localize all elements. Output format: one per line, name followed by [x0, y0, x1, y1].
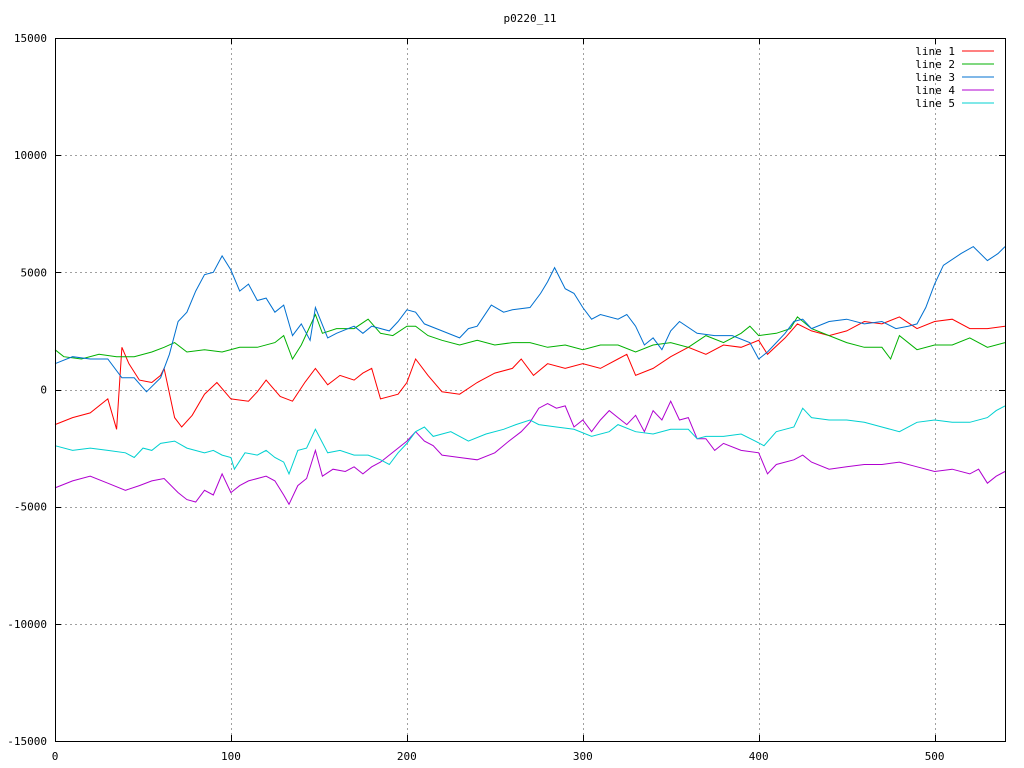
chart-title: p0220_11 [504, 12, 557, 25]
series-line-1 [54, 316, 1006, 430]
x-tick-label: 500 [925, 750, 945, 763]
series-line-4 [54, 400, 1006, 506]
y-tick-label: -10000 [7, 618, 47, 631]
x-tick-label: 400 [749, 750, 769, 763]
series-group [54, 245, 1006, 506]
legend-label-2: line 2 [915, 58, 955, 71]
x-tick-label: 200 [397, 750, 417, 763]
legend-label-3: line 3 [915, 71, 955, 84]
y-tick-label: 0 [40, 384, 47, 397]
y-tick-label: 5000 [21, 266, 48, 279]
y-tick-label: -15000 [7, 735, 47, 748]
series-line-2 [54, 313, 1006, 361]
legend-label-1: line 1 [915, 45, 955, 58]
legend-label-5: line 5 [915, 97, 955, 110]
x-tick-label: 100 [221, 750, 241, 763]
x-tick-label: 300 [573, 750, 593, 763]
series-line-3 [54, 245, 1006, 393]
y-tick-label: 15000 [14, 32, 47, 45]
y-tick-label: -5000 [14, 501, 47, 514]
y-tick-label: 10000 [14, 149, 47, 162]
grid [55, 38, 1005, 741]
series-line-5 [54, 405, 1006, 476]
legend-label-4: line 4 [915, 84, 955, 97]
x-tick-label: 0 [52, 750, 59, 763]
axis-ticks: 0 100 200 300 400 500 -15000 -10000 -5000 0 5000 10… [7, 32, 1005, 763]
